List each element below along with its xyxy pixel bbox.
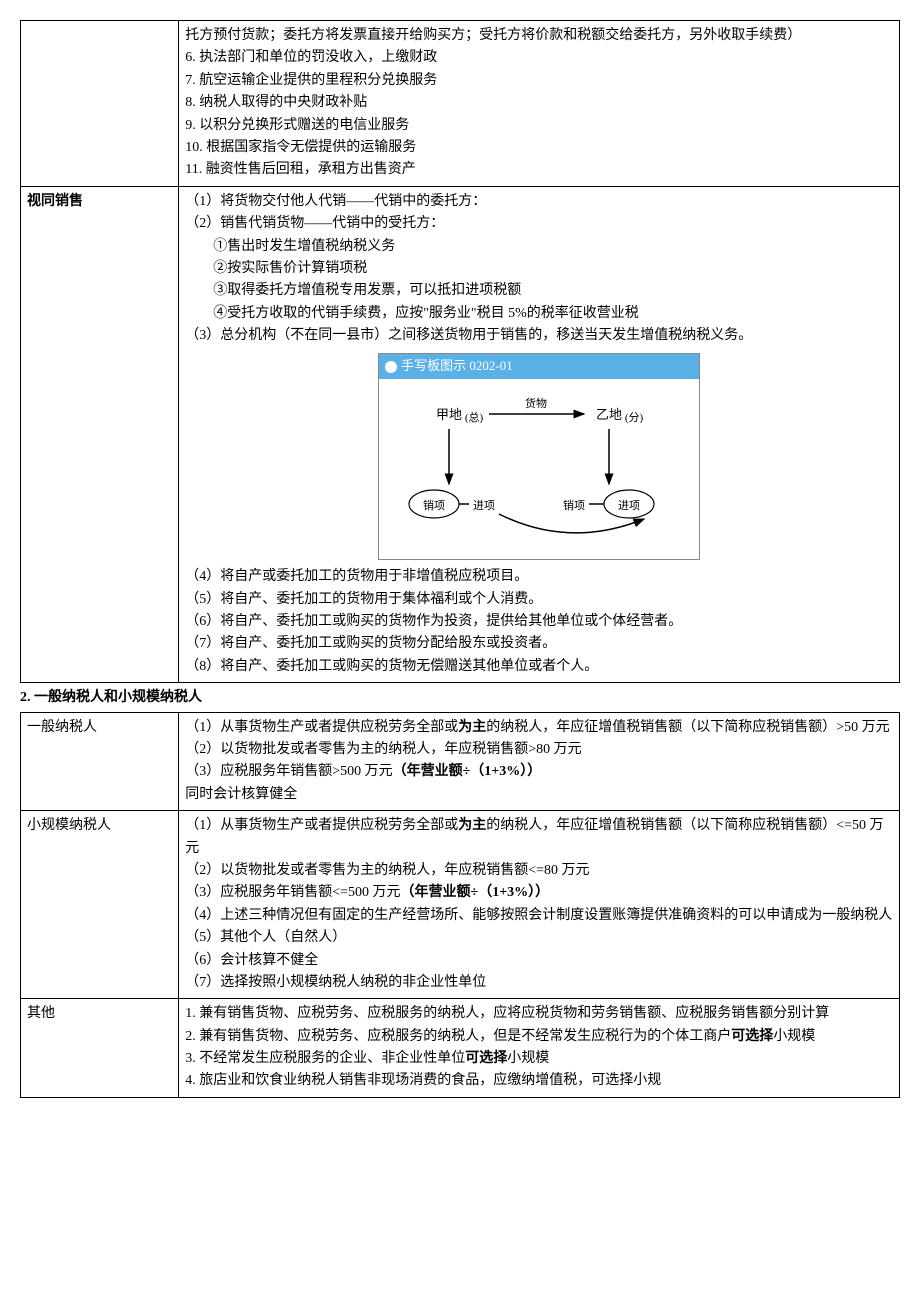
bold-text: 为主 [458,720,486,735]
content-line: （7）选择按照小规模纳税人纳税的非企业性单位 [185,972,893,994]
content-line: 7. 航空运输企业提供的里程积分兑换服务 [185,70,893,92]
content-line: ④受托方收取的代销手续费，应按"服务业"税目 5%的税率征收营业税 [213,303,893,325]
text: 2. 兼有销售货物、应税劳务、应税服务的纳税人，但是不经常发生应税行为的个体工商… [185,1029,731,1044]
table-row: 视同销售 （1）将货物交付他人代销——代销中的委托方： （2）销售代销货物——代… [21,186,900,682]
content-line: （1）从事货物生产或者提供应税劳务全部或为主的纳税人，年应征增值税销售额（以下简… [185,717,893,739]
diagram-header-text: 手写板图示 0202-01 [401,356,513,377]
node-c-right-text: 进项 [473,499,495,512]
pencil-icon [385,361,397,373]
node-c-text: 销项 [423,498,445,512]
text: （1）从事货物生产或者提供应税劳务全部或 [185,720,458,735]
row-label: 其他 [21,999,179,1098]
row-content: 1. 兼有销售货物、应税劳务、应税服务的纳税人，应将应税货物和劳务销售额、应税服… [179,999,900,1098]
content-line: 6. 执法部门和单位的罚没收入，上缴财政 [185,47,893,69]
text: （3）应税服务年销售额>500 万元 [185,764,392,779]
content-line: （2）以货物批发或者零售为主的纳税人，年应税销售额>80 万元 [185,739,893,761]
content-line: 3. 不经常发生应税服务的企业、非企业性单位可选择小规模 [185,1048,893,1070]
text: （3）应税服务年销售额<=500 万元 [185,885,400,900]
diagram-header: 手写板图示 0202-01 [379,354,699,379]
text: 小规模 [773,1029,815,1044]
tax-table-2: 一般纳税人 （1）从事货物生产或者提供应税劳务全部或为主的纳税人，年应征增值税销… [20,712,900,1098]
flow-svg: 甲地 (总) 乙地 (分) 货物 销项 进项 [389,389,689,549]
content-line: 托方预付货款；委托方将发票直接开给购买方；受托方将价款和税额交给委托方，另外收取… [185,25,893,47]
bold-text: 可选择 [465,1051,507,1066]
content-line: （4）上述三种情况但有固定的生产经营场所、能够按照会计制度设置账簿提供准确资料的… [185,905,893,927]
content-line: （5）其他个人（自然人） [185,927,893,949]
table-row: 托方预付货款；委托方将发票直接开给购买方；受托方将价款和税额交给委托方，另外收取… [21,21,900,187]
node-d-text: 进项 [618,499,640,512]
content-line: 10. 根据国家指令无偿提供的运输服务 [185,137,893,159]
row-content: 托方预付货款；委托方将发票直接开给购买方；受托方将价款和税额交给委托方，另外收取… [179,21,900,187]
content-line: 同时会计核算健全 [185,784,893,806]
content-line: ②按实际售价计算销项税 [213,258,893,280]
content-line: （1）将货物交付他人代销——代销中的委托方： [185,191,893,213]
row-content: （1）从事货物生产或者提供应税劳务全部或为主的纳税人，年应征增值税销售额（以下简… [179,811,900,999]
table-row: 其他 1. 兼有销售货物、应税劳务、应税服务的纳税人，应将应税货物和劳务销售额、… [21,999,900,1098]
bold-text: （年营业额÷（1+3%）） [401,885,550,900]
text: 3. 不经常发生应税服务的企业、非企业性单位 [185,1051,465,1066]
content-line: （6）会计核算不健全 [185,950,893,972]
node-b-text: 乙地 [596,407,622,422]
diagram-body: 甲地 (总) 乙地 (分) 货物 销项 进项 [379,379,699,559]
content-line: （2）销售代销货物——代销中的受托方： [185,213,893,235]
row-label: 视同销售 [21,186,179,682]
row-content: （1）从事货物生产或者提供应税劳务全部或为主的纳税人，年应征增值税销售额（以下简… [179,712,900,811]
text: （1）从事货物生产或者提供应税劳务全部或 [185,818,458,833]
content-line: 8. 纳税人取得的中央财政补贴 [185,92,893,114]
content-line: 4. 旅店业和饮食业纳税人销售非现场消费的食品，应缴纳增值税，可选择小规 [185,1070,893,1092]
node-a-sub: (总) [465,410,484,424]
content-line: ①售出时发生增值税纳税义务 [213,236,893,258]
content-line: 1. 兼有销售货物、应税劳务、应税服务的纳税人，应将应税货物和劳务销售额、应税服… [185,1003,893,1025]
content-line: （8）将自产、委托加工或购买的货物无偿赠送其他单位或者个人。 [185,656,893,678]
table-row: 一般纳税人 （1）从事货物生产或者提供应税劳务全部或为主的纳税人，年应征增值税销… [21,712,900,811]
content-line: （7）将自产、委托加工或购买的货物分配给股东或投资者。 [185,633,893,655]
row-label-text: 视同销售 [27,194,83,209]
content-line: 9. 以积分兑换形式赠送的电信业服务 [185,115,893,137]
table-row: 小规模纳税人 （1）从事货物生产或者提供应税劳务全部或为主的纳税人，年应征增值税… [21,811,900,999]
content-line: （3）应税服务年销售额<=500 万元（年营业额÷（1+3%）） [185,882,893,904]
bold-text: 可选择 [731,1029,773,1044]
node-a-text: 甲地 [436,407,462,422]
content-line: （3）总分机构（不在同一县市）之间移送货物用于销售的，移送当天发生增值税纳税义务… [185,325,893,347]
row-label: 小规模纳税人 [21,811,179,999]
tax-table-1: 托方预付货款；委托方将发票直接开给购买方；受托方将价款和税额交给委托方，另外收取… [20,20,900,683]
handwriting-diagram: 手写板图示 0202-01 甲地 (总) 乙地 (分) [378,353,700,560]
content-line: （4）将自产或委托加工的货物用于非增值税应税项目。 [185,566,893,588]
bold-text: （年营业额÷（1+3%）） [393,764,542,779]
content-line: （2）以货物批发或者零售为主的纳税人，年应税销售额<=80 万元 [185,860,893,882]
row-content: （1）将货物交付他人代销——代销中的委托方： （2）销售代销货物——代销中的受托… [179,186,900,682]
content-line: ③取得委托方增值税专用发票，可以抵扣进项税额 [213,280,893,302]
content-line: （6）将自产、委托加工或购买的货物作为投资，提供给其他单位或个体经营者。 [185,611,893,633]
text: 的纳税人，年应征增值税销售额（以下简称应税销售额）>50 万元 [486,720,889,735]
content-line: （3）应税服务年销售额>500 万元（年营业额÷（1+3%）） [185,761,893,783]
bold-text: 为主 [458,818,486,833]
content-line: 2. 兼有销售货物、应税劳务、应税服务的纳税人，但是不经常发生应税行为的个体工商… [185,1026,893,1048]
edge-top-label: 货物 [525,396,547,410]
content-line: （5）将自产、委托加工的货物用于集体福利或个人消费。 [185,589,893,611]
row-label-empty [21,21,179,187]
node-b-sub: (分) [625,411,644,424]
content-line: （1）从事货物生产或者提供应税劳务全部或为主的纳税人，年应征增值税销售额（以下简… [185,815,893,860]
node-d-left-text: 销项 [563,498,585,512]
content-line: 11. 融资性售后回租，承租方出售资产 [185,159,893,181]
row-label: 一般纳税人 [21,712,179,811]
text: 小规模 [507,1051,549,1066]
section-2-title: 2. 一般纳税人和小规模纳税人 [20,687,900,709]
